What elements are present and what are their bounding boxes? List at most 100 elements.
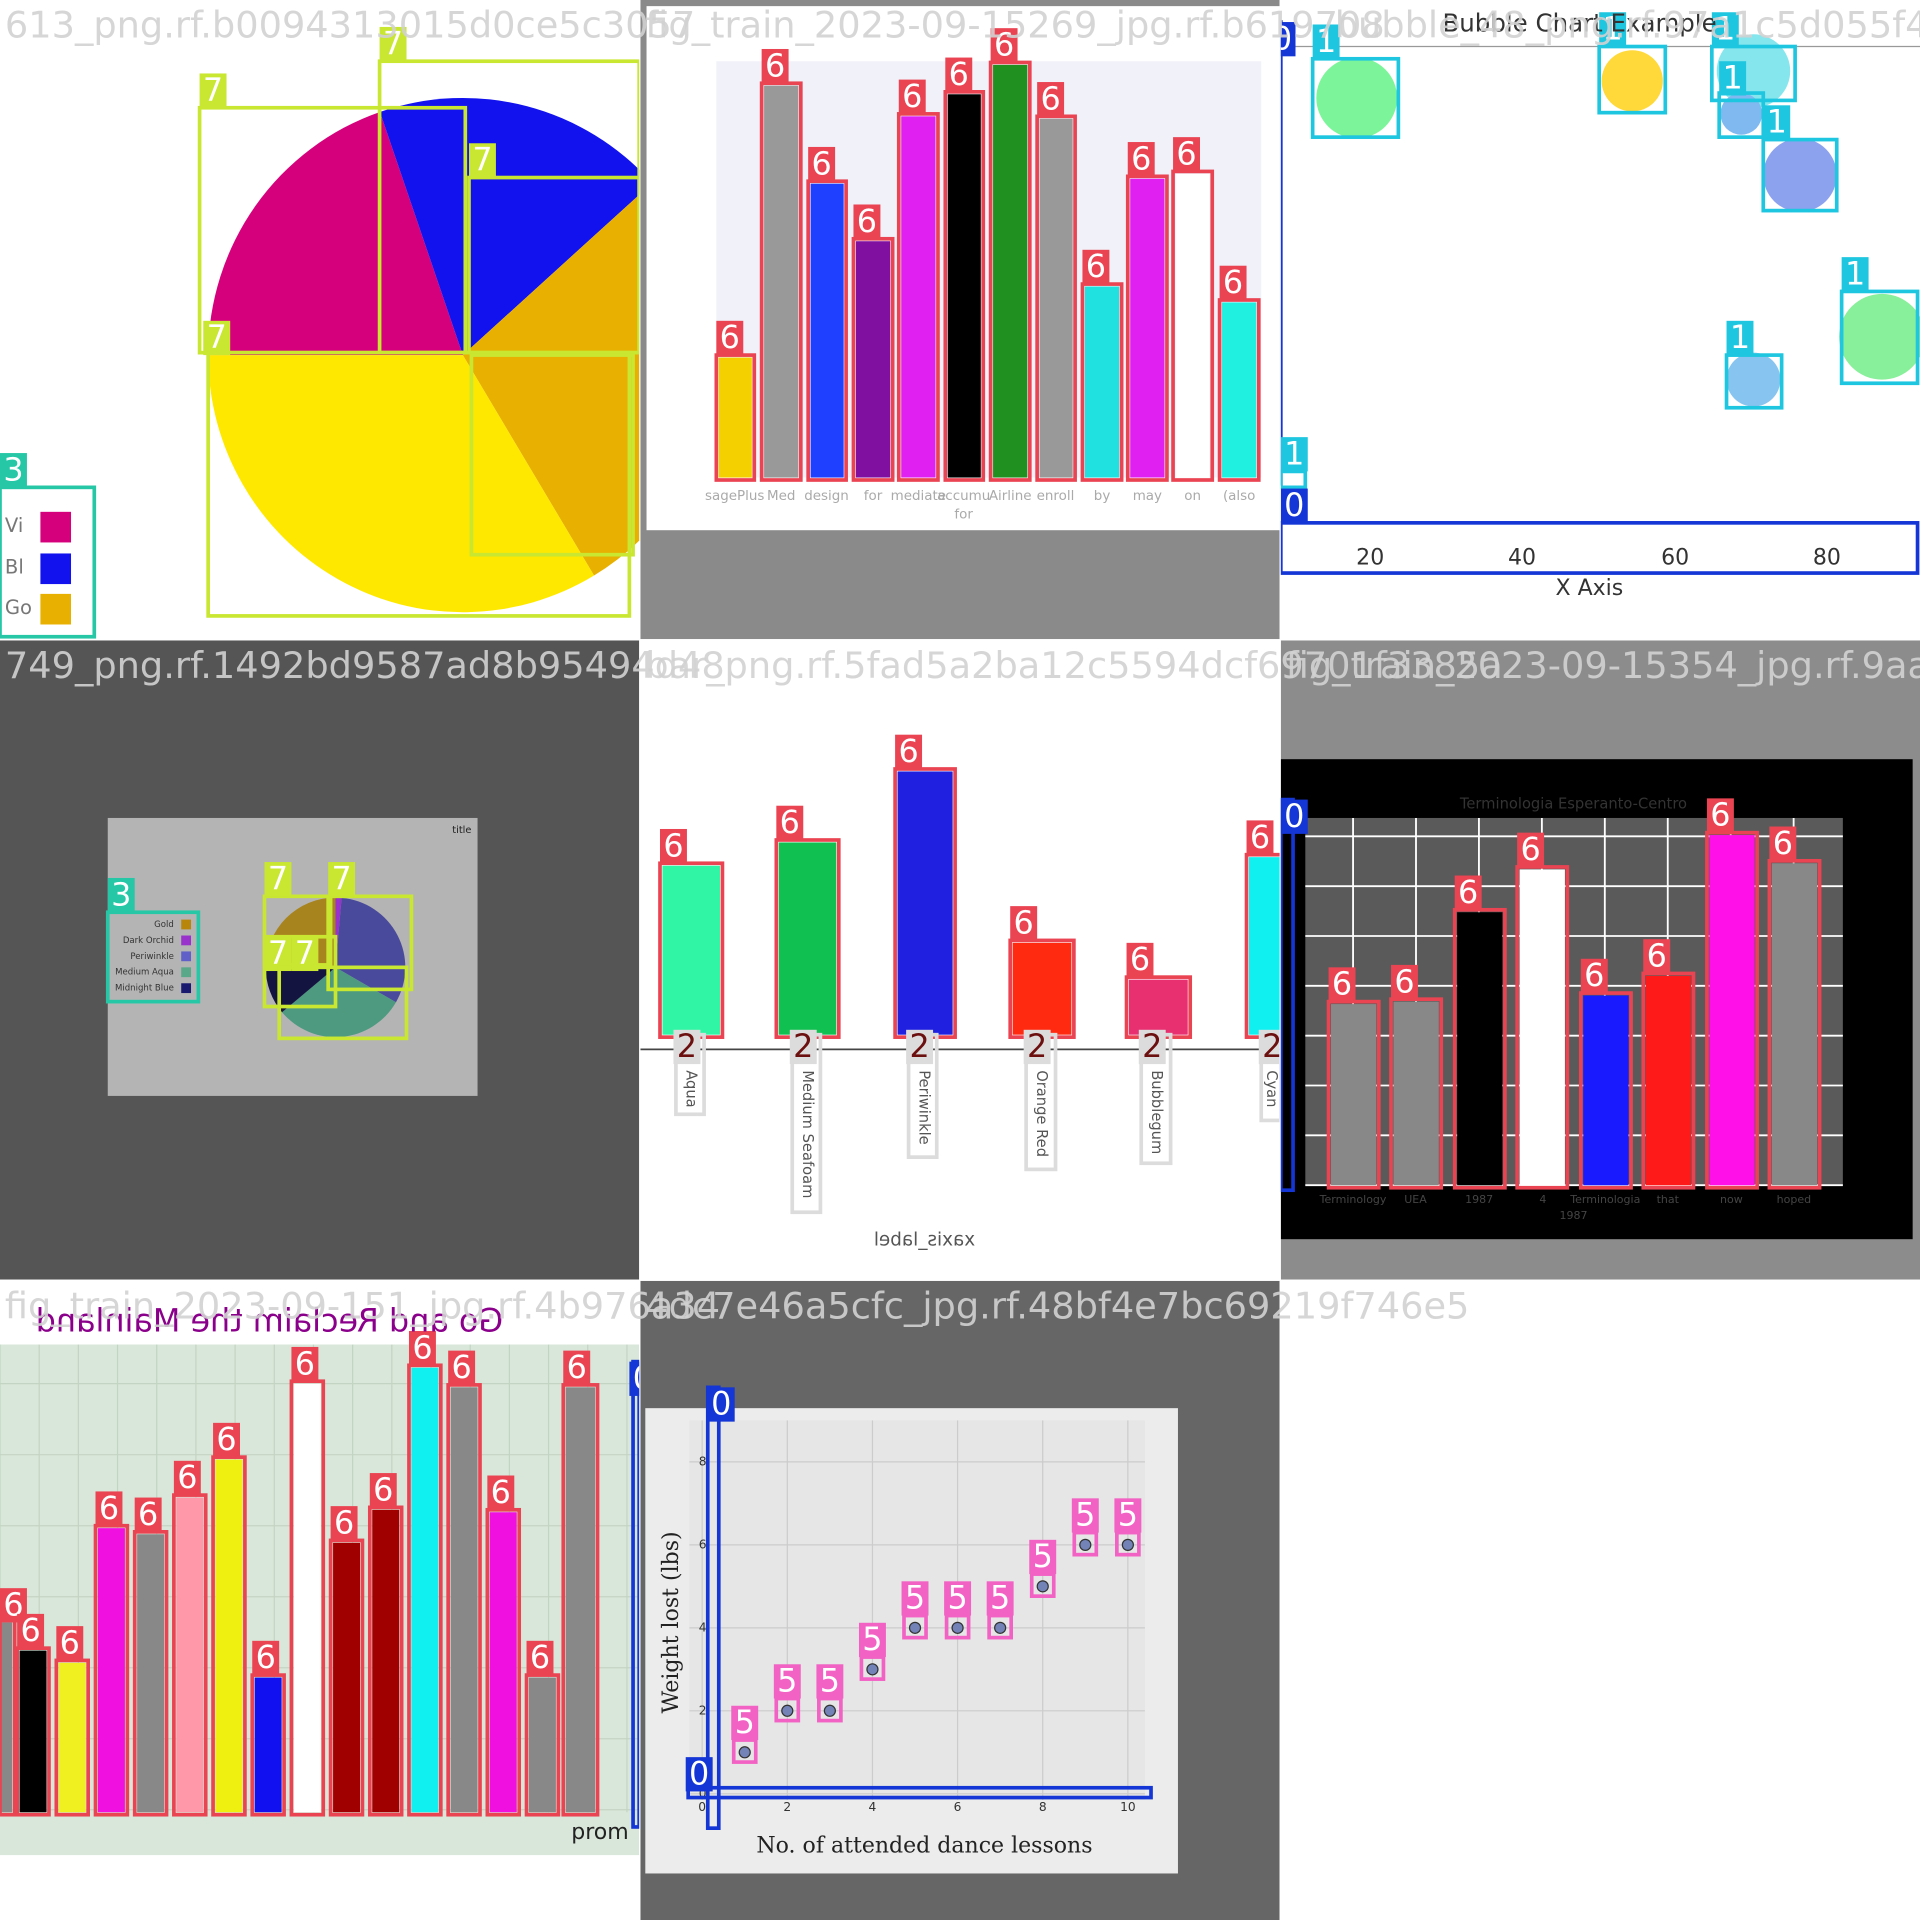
annotation-label-bg — [1454, 875, 1482, 910]
annotation-label: 7 — [268, 934, 288, 972]
annotation-label: 6 — [663, 826, 683, 864]
annotation-label: 7 — [331, 859, 351, 897]
annotation-label: 6 — [295, 1344, 315, 1382]
shape — [778, 842, 837, 1035]
shape — [764, 85, 799, 478]
y-tick-label: 8 — [699, 1454, 707, 1468]
annotation-label-bg — [986, 1581, 1014, 1616]
annotation-label: 5 — [990, 1579, 1010, 1617]
annotation-label-bg — [1029, 1539, 1057, 1575]
tile-title: bar_png.rf.5fad5a2ba12c5594dcf69701f3385… — [645, 644, 1502, 687]
legend-label: Bl — [5, 556, 24, 579]
annotation-label-bg — [291, 936, 319, 972]
annotation-label-bg — [1023, 1029, 1051, 1065]
annotation-label: 5 — [905, 1579, 925, 1617]
shape — [1393, 1001, 1439, 1186]
annotation-label-bg — [773, 1664, 801, 1699]
shape — [718, 357, 752, 478]
x-label: design — [804, 489, 849, 504]
legend-label: Dark Orchid — [123, 936, 174, 946]
annotation-label: 6 — [20, 1611, 40, 1649]
annotation-label-bg — [906, 1029, 934, 1065]
pie-slice — [379, 98, 640, 356]
annotation-label: 3 — [3, 450, 23, 488]
annotation-label: 6 — [1773, 824, 1793, 862]
shape — [40, 593, 72, 625]
shape — [293, 1383, 321, 1813]
x-label: 1987 — [1465, 1193, 1493, 1206]
x-label: 1987 — [1559, 1209, 1587, 1222]
annotation-label: 1 — [1284, 435, 1304, 473]
annotation-label-bg — [1517, 832, 1545, 867]
annotation-label: 6 — [1520, 830, 1540, 868]
annotation-label-bg — [898, 79, 926, 114]
legend-label: Periwinkle — [130, 952, 173, 962]
annotation-box — [1839, 289, 1920, 386]
annotation-label: 7 — [295, 934, 315, 972]
x-label: (also — [1223, 489, 1255, 504]
annotation-label: 6 — [1250, 818, 1270, 856]
annotation-label: 7 — [383, 24, 403, 62]
x-label: for — [954, 507, 973, 522]
x-axis-label: X Axis — [1555, 576, 1623, 601]
annotation-label: 6 — [412, 1328, 432, 1366]
annotation-label-bg — [468, 143, 496, 178]
annotation-label-bg — [1312, 24, 1340, 59]
annotation-label-bg — [56, 1626, 84, 1661]
annotation-label-bg — [944, 1581, 972, 1616]
bubble — [1601, 50, 1663, 112]
annotation-label-bg — [629, 1361, 640, 1396]
annotation-box — [1724, 353, 1784, 410]
shape — [1305, 817, 1843, 1186]
bubble — [1726, 352, 1781, 407]
shape — [1457, 912, 1503, 1186]
annotation-label: 5 — [1033, 1537, 1053, 1575]
shape — [947, 94, 981, 478]
point — [1079, 1538, 1092, 1551]
annotation-label-bg — [1280, 799, 1308, 834]
shape — [1222, 302, 1257, 478]
point — [1121, 1538, 1134, 1551]
annotation-label: 6 — [1086, 247, 1106, 285]
shape — [1583, 995, 1629, 1186]
shape — [181, 983, 192, 994]
shape — [411, 1367, 439, 1813]
shape — [254, 1677, 282, 1813]
shape — [137, 1534, 165, 1813]
annotation-label: 6 — [334, 1503, 354, 1541]
annotation-label: 6 — [451, 1348, 471, 1386]
shape — [901, 116, 936, 478]
annotation-label-bg — [1280, 22, 1296, 57]
shape — [181, 935, 192, 946]
point — [908, 1621, 922, 1634]
legend-label: Go — [5, 596, 32, 619]
x-label: Terminologia — [1569, 1193, 1640, 1206]
annotation-label-bg — [901, 1581, 929, 1616]
annotation-label-bg — [1127, 142, 1155, 177]
bubble — [1763, 138, 1837, 212]
annotation-label-bg — [1126, 942, 1154, 978]
shape — [662, 865, 720, 1035]
annotation-label-bg — [17, 1613, 45, 1649]
x-label: mediate — [891, 489, 946, 504]
x-tick-label: 8 — [1039, 1800, 1047, 1814]
annotation-label: 6 — [1332, 965, 1352, 1003]
shape — [215, 1459, 243, 1813]
tile: 7 7 7 7 3 — [0, 24, 640, 639]
annotation-label-bg — [1328, 967, 1356, 1002]
annotation-label: 6 — [177, 1458, 197, 1496]
shape — [333, 1542, 360, 1813]
y-tick-label: 0 — [699, 1786, 707, 1800]
shape — [181, 919, 192, 930]
annotation-label-bg — [526, 1640, 554, 1676]
annotation-label: 6 — [138, 1495, 158, 1533]
annotation-label: 2 — [793, 1027, 813, 1065]
annotation-label-bg — [1082, 249, 1110, 285]
annotation-label-bg — [264, 936, 292, 972]
annotation-label-bg — [990, 28, 1018, 63]
